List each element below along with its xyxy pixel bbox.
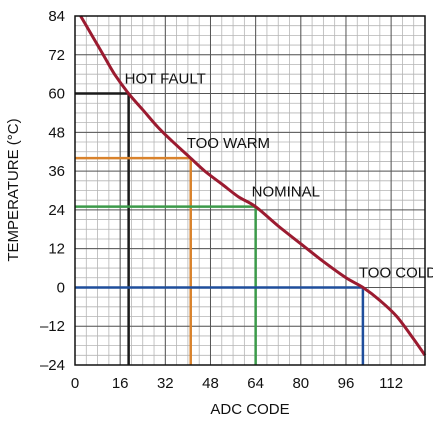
y-tick-labels: 84 72 60 48 36 24 12 0 –12 –24 [40,8,65,374]
x-tick-label: 0 [71,375,79,392]
x-axis-title: ADC CODE [210,401,289,418]
y-tick-label: 0 [57,279,65,296]
x-tick-label: 48 [202,375,219,392]
major-grid [75,16,425,365]
plot-frame [74,15,426,366]
y-tick-label: –24 [40,357,65,374]
x-tick-label: 64 [247,375,264,392]
y-tick-label: 36 [48,163,65,180]
y-tick-label: 60 [48,86,65,103]
threshold-lines [75,92,365,365]
x-tick-label: 112 [379,375,403,392]
threshold-label: TOO COLD [359,264,433,281]
threshold-label: TOO WARM [187,135,270,152]
y-tick-label: –12 [40,318,65,335]
temperature-curve [79,15,427,357]
y-tick-label: 48 [48,124,65,141]
y-tick-label: 84 [48,8,65,25]
threshold-annotations: HOT FAULT TOO WARM NOMINAL TOO COLD [125,71,433,282]
threshold-label: HOT FAULT [125,71,206,88]
x-tick-label: 80 [292,375,309,392]
x-tick-label: 32 [157,375,174,392]
x-tick-label: 96 [338,375,355,392]
y-axis-title: TEMPERATURE (°C) [5,118,22,261]
y-tick-label: 72 [48,47,65,64]
y-tick-label: 24 [48,202,65,219]
threshold-label: NOMINAL [252,184,320,201]
x-tick-labels: 0 16 32 48 64 80 96 112 [71,375,403,392]
x-tick-label: 16 [112,375,129,392]
y-tick-label: 12 [48,241,65,258]
